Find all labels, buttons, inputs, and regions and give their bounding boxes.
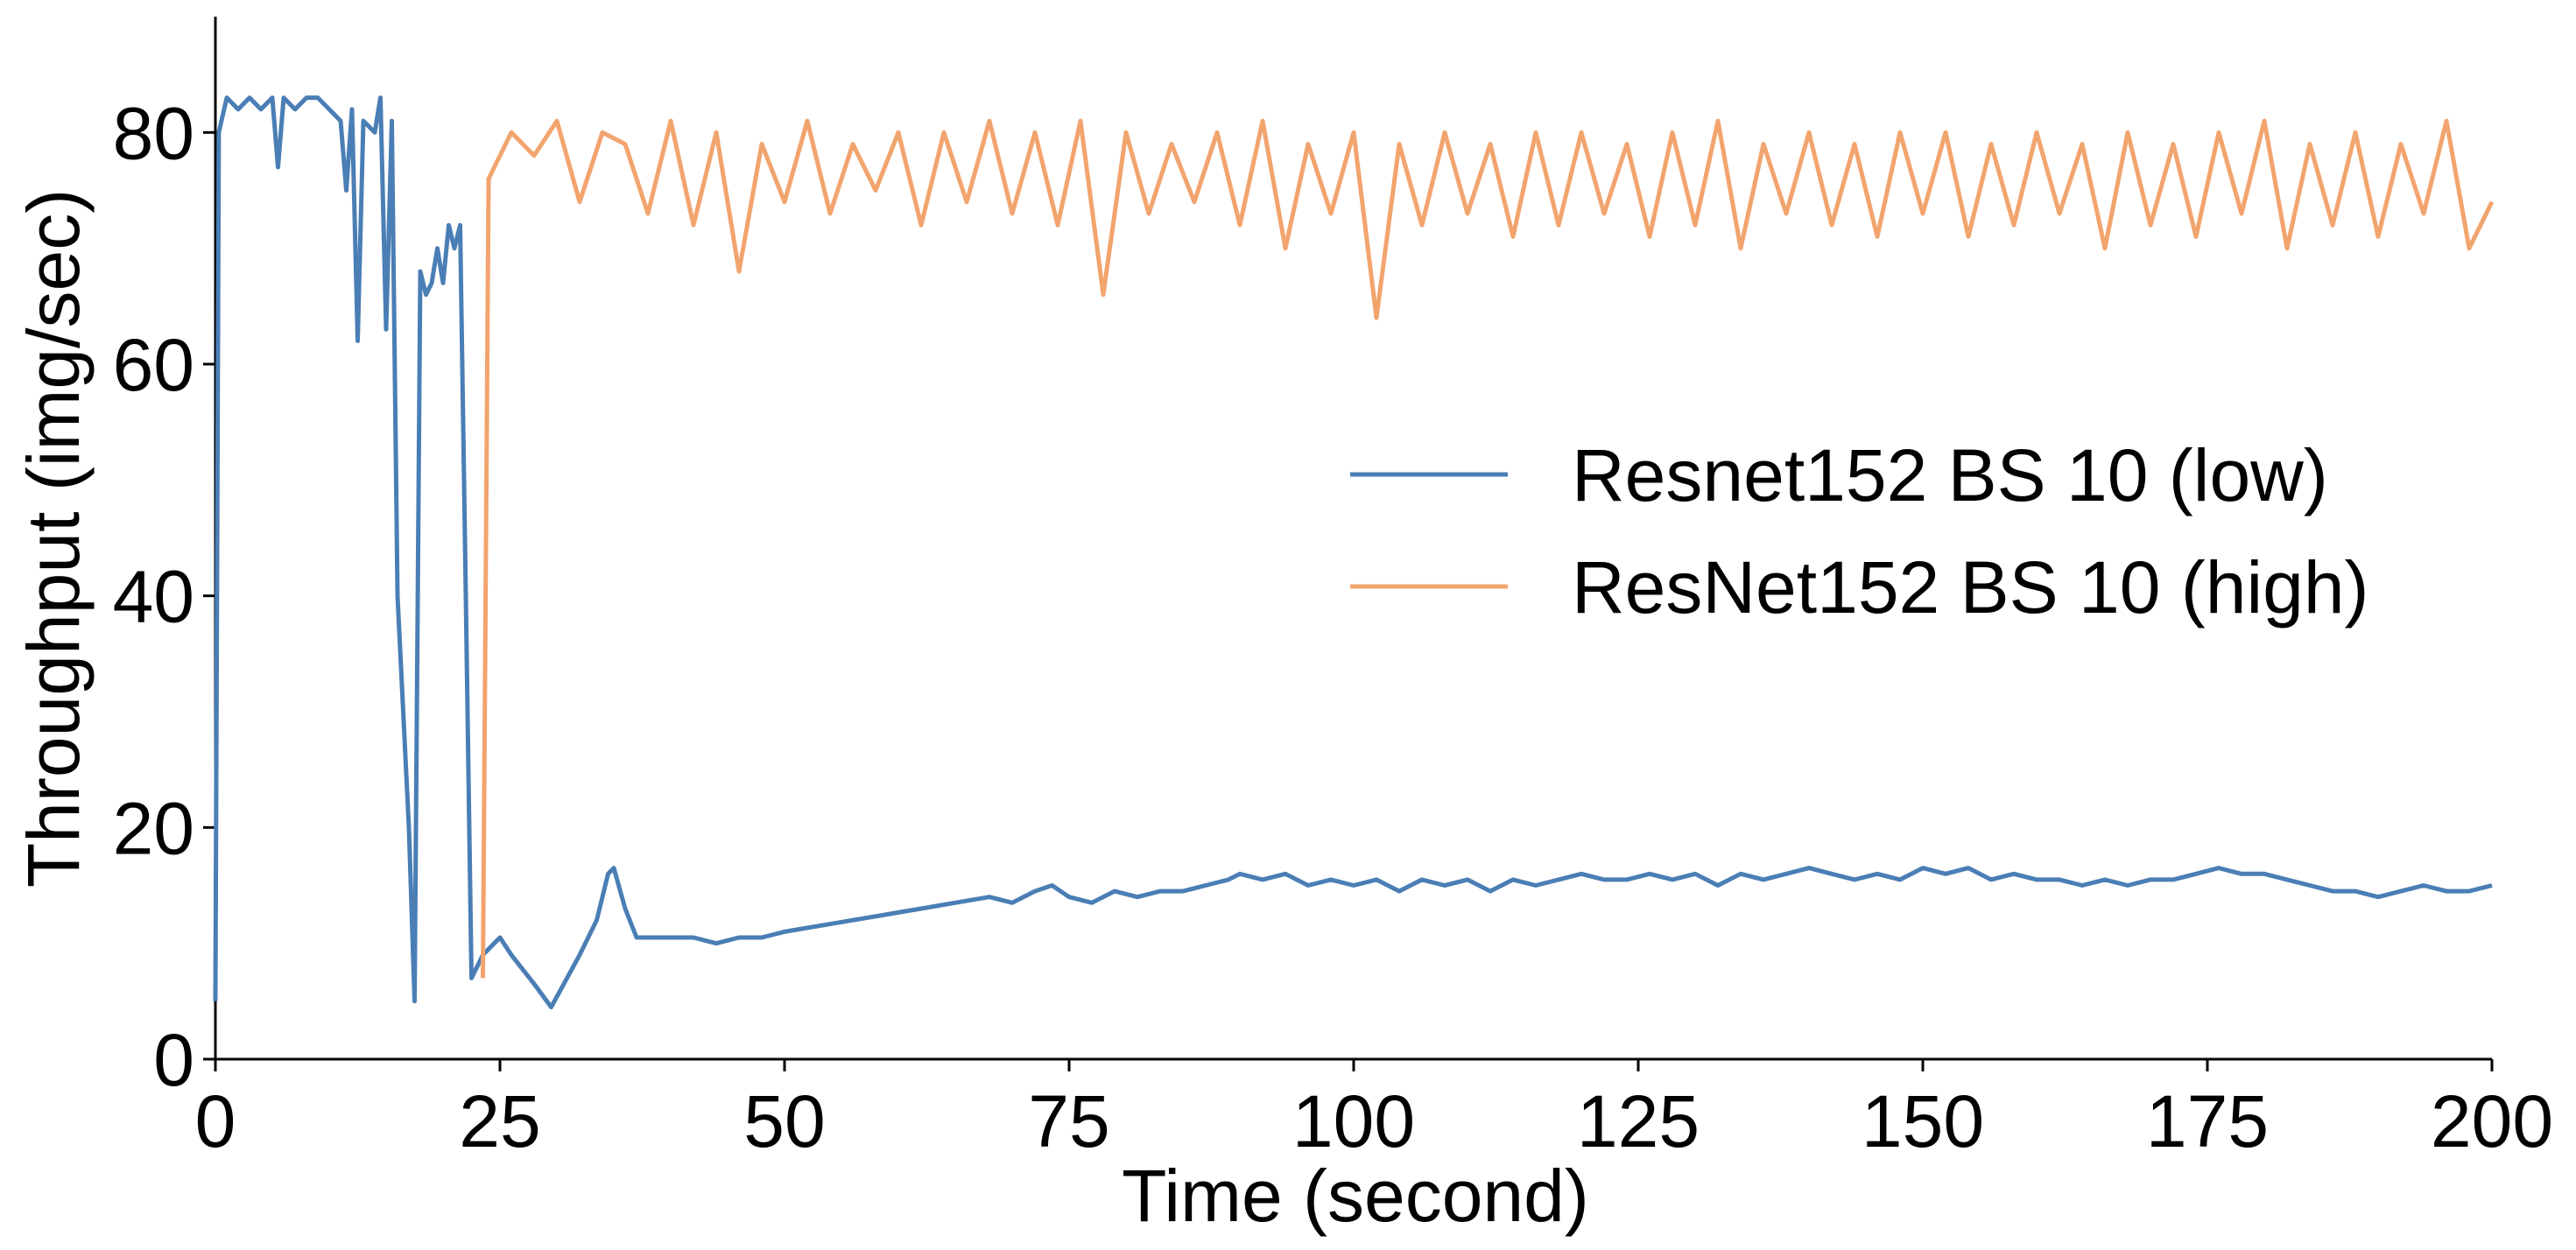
x-axis-label: Time (second)	[1122, 1155, 1589, 1237]
x-tick-label: 75	[1028, 1080, 1109, 1162]
x-tick-label: 150	[1862, 1080, 1984, 1162]
x-tick-label: 125	[1577, 1080, 1700, 1162]
data-line	[481, 118, 2495, 979]
y-tick-label: 0	[153, 1019, 194, 1101]
x-tick-label: 175	[2146, 1080, 2269, 1162]
x-tick-label: 100	[1292, 1080, 1415, 1162]
x-tick-label: 25	[459, 1080, 540, 1162]
y-tick-label: 80	[113, 92, 194, 174]
legend-label: Resnet152 BS 10 (low)	[1572, 434, 2328, 516]
y-tick-label: 20	[113, 787, 194, 869]
y-axis-label: Throughput (img/sec)	[12, 189, 95, 888]
y-tick-label: 40	[113, 556, 194, 638]
x-tick-label: 0	[195, 1080, 236, 1162]
data-line	[213, 95, 2493, 1009]
x-tick-label: 200	[2431, 1080, 2553, 1162]
legend-label: ResNet152 BS 10 (high)	[1572, 546, 2369, 629]
y-tick-label: 60	[113, 324, 194, 406]
x-tick-label: 50	[743, 1080, 825, 1162]
